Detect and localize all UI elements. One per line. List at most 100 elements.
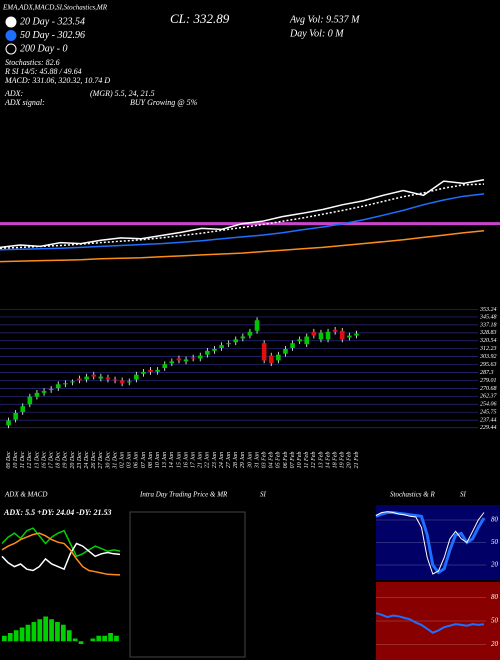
x-tick-label: 17 Dec [49,451,55,468]
series-line [0,183,485,250]
candle-body [176,358,182,361]
legend-marker [5,16,17,28]
legend-marker [5,30,17,41]
panel-background [376,582,500,660]
candle-body [169,361,175,364]
legend-label: 20 Day - 323.54 [20,16,85,27]
x-tick-label: 23 Dec [77,451,83,468]
candle-body [261,343,267,361]
x-tick-label: 03 Jan [127,452,133,468]
panel-title: ADX & MACD [4,491,47,499]
y-tick-label: 237.44 [480,416,497,423]
chart-title: EMA,ADX,MACD,SI,Stochastics,MR [2,4,108,12]
candle-body [119,380,125,384]
day-vol: Day Vol: 0 M [289,28,344,39]
x-tick-label: 12 Feb [311,452,317,469]
candle-body [318,332,324,340]
y-tick-label: 50 [491,617,499,625]
candle-body [332,329,338,332]
y-tick-label: 279.01 [480,378,497,384]
candle-body [304,336,310,345]
macd-bar [13,630,19,642]
y-tick-label: 270.68 [480,386,497,392]
x-tick-label: 26 Dec [91,451,97,468]
y-tick-label: 328.83 [479,330,497,336]
candle-body [205,350,210,355]
stat-text: Stochastics: 82.6 [5,58,60,67]
x-tick-label: 14 Jan [168,452,175,468]
series-line [1,542,121,572]
x-tick-label: 08 Jan [148,452,154,468]
x-tick-label: 13 Feb [318,452,324,469]
macd-bar [90,638,96,642]
macd-bar [2,635,7,642]
candle-body [268,355,274,364]
y-tick-label: 262.37 [480,394,498,400]
x-tick-label: 16 Dec [41,451,47,468]
candle-body [325,331,331,340]
candle-body [162,364,168,369]
x-tick-label: 05 Feb [276,452,282,469]
x-tick-label: 20 Dec [70,451,76,468]
x-tick-label: 27 Jan [226,452,232,468]
candle-body [134,374,139,380]
x-tick-label: 07 Jan [141,452,147,468]
candle-body [240,336,246,339]
x-tick-label: 29 Jan [240,452,246,468]
candle-body [6,420,11,426]
candle-body [141,371,146,374]
candle-body [63,383,68,385]
y-tick-label: 312.23 [479,346,497,352]
candle-body [233,339,239,343]
x-tick-label: 28 Jan [233,452,239,468]
candle-body [20,406,26,412]
x-tick-label: 10 Jan [155,452,161,468]
stat-text: R SI 14/5: 45.88 / 49.64 [4,67,82,76]
macd-bar [102,635,108,642]
close-label: CL: 332.89 [170,11,230,26]
signal-label: ADX signal: [4,98,45,107]
y-tick-label: 80 [491,516,499,524]
macd-bar [114,635,119,642]
signal-value: BUY Growing @ 5% [130,98,198,107]
candle-body [197,355,203,359]
x-tick-label: 07 Feb [290,452,296,469]
x-tick-label: 03 Feb [262,452,268,469]
y-tick-label: 345.48 [479,313,497,320]
candle-body [276,354,281,361]
candle-body [148,369,153,372]
intraday-box [129,511,246,658]
candle-body [105,377,111,380]
x-tick-label: 19 Feb [340,452,346,469]
x-tick-label: 24 Jan [218,452,225,468]
adx-value: (MGR) 5.5, 24, 21.5 [90,89,155,98]
x-tick-label: 23 Jan [212,452,218,468]
x-tick-label: 09 Dec [6,451,12,468]
series-line [1,527,121,558]
series-line [0,193,485,251]
candle-body [290,343,295,348]
macd-bar [43,616,49,642]
macd-bar [61,624,66,642]
x-tick-label: 18 Feb [333,452,339,469]
candle-body [190,357,196,359]
y-tick-label: 80 [491,593,499,601]
series-line [0,230,485,263]
candle-body [219,345,224,348]
y-tick-label: 254.06 [480,401,497,408]
candle-body [339,330,345,340]
x-tick-label: 06 Jan [134,452,140,468]
candle-body [84,376,89,380]
macd-bar [19,627,25,642]
x-tick-label: 16 Jan [183,452,189,468]
candle-body [13,412,18,420]
panel-title: Stochastics & R [390,491,435,499]
x-tick-label: 19 Dec [63,451,69,468]
y-tick-label: 337.18 [479,322,497,328]
macd-bar [66,630,72,642]
macd-bar [72,638,78,642]
candle-body [212,348,217,351]
panel-title: SI [260,491,267,499]
adx-readout: ADX: 5.5 +DY: 24.04 -DY: 21.53 [3,508,112,517]
